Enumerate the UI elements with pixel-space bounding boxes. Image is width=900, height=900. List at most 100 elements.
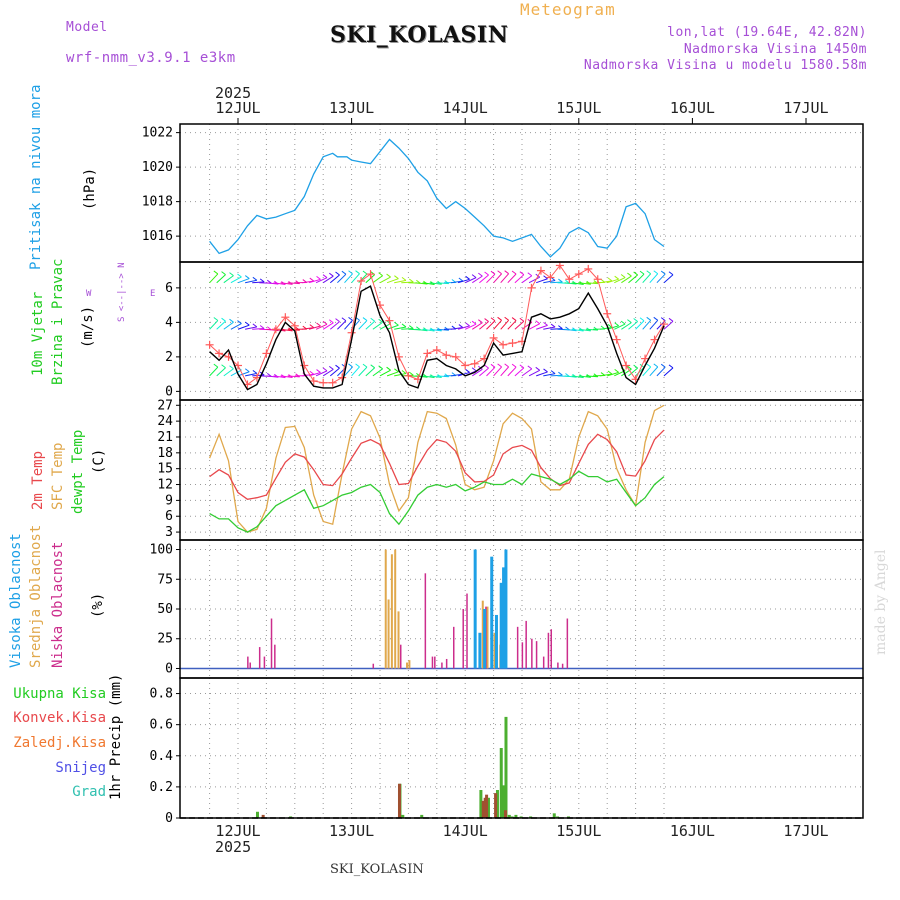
wind-arrow-low — [607, 371, 619, 377]
wind-arrow-high — [472, 275, 483, 284]
wind-arrow-high — [252, 276, 258, 281]
wind-arrow-high — [614, 277, 626, 284]
wind-arrow-high — [497, 270, 502, 275]
model-name: wrf-nmm_v3.9.1 e3km — [66, 50, 236, 66]
wind-arrow-low — [497, 363, 502, 368]
day-label-top: 17JUL — [783, 99, 828, 117]
precip-total-bar — [255, 811, 259, 818]
wind-arrow-high — [335, 271, 340, 276]
wind-arrow-high — [221, 271, 226, 275]
cloud-tick-label: 100 — [150, 543, 173, 558]
wind-arrow-low — [223, 368, 234, 377]
wind-arrow-low — [378, 365, 383, 370]
precip-frz-label: Zaledj.Kisa — [13, 735, 106, 751]
cloud-low-bar — [441, 662, 443, 669]
wind-arrow-low — [585, 375, 598, 378]
temp-tick-label: 21 — [157, 430, 173, 445]
precip-total-bar — [420, 814, 424, 818]
wind-arrow-mid — [558, 325, 563, 330]
wind-arrow-high — [621, 275, 632, 284]
wind-arrow-high — [229, 272, 234, 277]
wind-arrow-high — [244, 275, 250, 279]
precip-frame — [179, 677, 864, 819]
cloud-mid-bar — [408, 660, 411, 669]
wind-arrow-low — [484, 364, 489, 369]
wind-arrow-high — [585, 282, 598, 285]
wind-arrow-mid — [564, 328, 577, 332]
wind-arrow-low — [514, 367, 525, 377]
wind-arrow-mid — [660, 317, 666, 322]
cloud-mid-bar — [481, 600, 484, 669]
wind-arrow-low — [344, 366, 353, 377]
wind-arrow-mid — [458, 324, 464, 328]
cloud-low-bar — [561, 663, 564, 669]
wind-arrow-high — [355, 270, 360, 275]
wind-arrow-low — [628, 367, 638, 377]
wind-arrow-mid — [543, 326, 556, 330]
cloud-mid-bar — [390, 554, 393, 669]
wind-arrow-high — [351, 273, 360, 284]
wind-arrow-mid — [372, 321, 383, 330]
wind-arrow-high — [656, 273, 666, 284]
precip-total-bar — [401, 814, 405, 818]
wind-arrow-low — [386, 366, 391, 371]
wind-arrow-low — [335, 364, 340, 369]
wind-arrow-low — [370, 364, 375, 369]
wind-arrow-high — [337, 273, 347, 284]
cloud-low-bar — [434, 656, 436, 669]
day-label-top: 14JUL — [443, 99, 488, 117]
wind-arrow-low — [564, 375, 577, 378]
wind-arrow-high — [266, 282, 279, 285]
wind-arrow-high — [578, 282, 591, 285]
wind-arrow-low — [372, 368, 383, 377]
wind-arrow-high — [365, 274, 376, 284]
wind-arrow-high — [287, 282, 300, 285]
wind-arrow-high — [252, 281, 265, 284]
wind-arrow-high — [450, 280, 463, 284]
wind-arrow-high — [511, 270, 517, 275]
cloud-high-bar — [473, 549, 477, 669]
cloud-high-bar — [478, 632, 482, 669]
wind-arrow-low — [633, 364, 638, 369]
wind-arrow-mid — [244, 326, 257, 330]
wind-arrow-mid — [244, 321, 250, 326]
wind-arrow-low — [578, 375, 591, 378]
wind-arrow-high — [348, 270, 353, 275]
wind-arrow-low — [280, 375, 293, 378]
wind-arrow-mid — [322, 322, 334, 330]
wind-arrow-low — [444, 373, 450, 378]
precip-conv-bar — [494, 793, 498, 818]
precip-total-bar — [556, 816, 560, 818]
wind-arrow-mid — [341, 317, 347, 322]
wind-arrow-low — [237, 371, 250, 377]
cloud-high-bar — [494, 614, 498, 669]
wind-arrow-low — [216, 367, 226, 377]
wind-arrow-mid — [578, 328, 591, 332]
cloud-low-bar — [270, 618, 273, 669]
wind-arrow-high — [627, 272, 632, 277]
wind-arrow-mid — [600, 326, 613, 330]
precip-tick-label: 0.4 — [150, 749, 174, 764]
precip-hail-label: Grad — [72, 784, 106, 800]
wind-arrow-mid — [500, 319, 510, 330]
wind-arrow-high — [379, 276, 391, 284]
wind-arrow-mid — [607, 324, 613, 328]
wind-arrow-mid — [493, 320, 502, 330]
wind-arrow-mid — [514, 320, 525, 330]
wind-arrow-low — [362, 363, 368, 368]
precip-snow-label: Snijeg — [55, 760, 106, 776]
cloud-low-bar — [542, 656, 545, 669]
wind-arrow-low — [394, 368, 399, 373]
wind-arrow-mid — [213, 317, 219, 321]
wind-arrow-high — [216, 274, 226, 284]
wind-arrow-high — [329, 274, 340, 284]
temp-tick-label: 15 — [157, 462, 173, 477]
wind-arrow-mid — [394, 321, 399, 326]
wind-arrow-low — [519, 364, 525, 369]
wind-arrow-high — [386, 278, 399, 284]
wind-arrow-high — [280, 282, 293, 285]
wind-arrow-mid — [394, 326, 407, 330]
gust-line — [209, 264, 665, 386]
wind-arrow-mid — [646, 316, 651, 321]
wind-arrow-low — [230, 369, 242, 377]
